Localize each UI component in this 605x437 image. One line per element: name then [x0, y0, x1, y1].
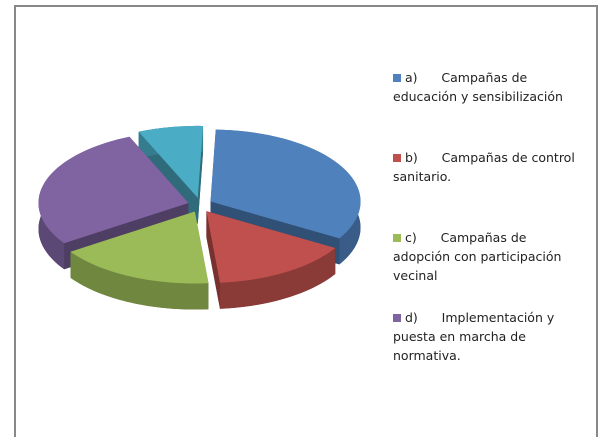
slice-wall	[70, 251, 209, 310]
legend-label: a) Campañas de educación y sensibilizaci…	[393, 70, 563, 104]
slice	[38, 136, 189, 244]
legend-label: c) Campañas de adopción con participació…	[393, 230, 566, 283]
slice-wall	[219, 247, 336, 309]
legend-swatch	[393, 154, 401, 162]
legend-item: a) Campañas de educación y sensibilizaci…	[393, 68, 583, 106]
legend-swatch	[393, 74, 401, 82]
slice	[206, 211, 336, 283]
legend-item: c) Campañas de adopción con participació…	[393, 228, 583, 285]
chart-frame	[14, 5, 598, 437]
legend-item: d) Implementación y puesta en marcha de …	[393, 308, 583, 365]
legend-item: b) Campañas de control sanitario.	[393, 148, 583, 186]
slice	[138, 125, 204, 198]
legend-label: b) Campañas de control sanitario.	[393, 150, 579, 184]
slice-side	[206, 211, 220, 309]
legend-label: d) Implementación y puesta en marcha de …	[393, 310, 559, 363]
legend-swatch	[393, 234, 401, 242]
slice	[70, 211, 209, 284]
legend-swatch	[393, 314, 401, 322]
slice	[210, 129, 361, 239]
